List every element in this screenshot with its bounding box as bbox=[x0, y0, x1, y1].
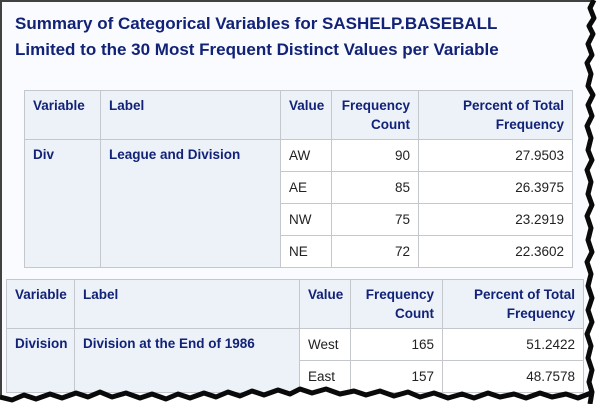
row-header-label: League and Division bbox=[100, 139, 281, 268]
col-header-frequency-count: Frequency Count bbox=[331, 90, 419, 140]
col-header-variable: Variable bbox=[6, 279, 75, 329]
cell-value: AE bbox=[280, 171, 332, 204]
frequency-table-div: Variable Label Value Frequency Count Per… bbox=[24, 90, 573, 268]
table-row: NW 75 23.2919 bbox=[25, 203, 573, 236]
col-header-variable: Variable bbox=[24, 90, 101, 140]
report-title-line1: Summary of Categorical Variables for SAS… bbox=[15, 14, 498, 33]
col-header-value: Value bbox=[280, 90, 332, 140]
cell-percent: 22.3602 bbox=[418, 235, 573, 268]
cell-value: NW bbox=[280, 203, 332, 236]
cell-value: East bbox=[299, 360, 351, 393]
col-header-value: Value bbox=[299, 279, 351, 329]
cell-frequency-count: 75 bbox=[331, 203, 419, 236]
table-row: AE 85 26.3975 bbox=[25, 171, 573, 204]
cell-frequency-count: 90 bbox=[331, 139, 419, 172]
table-row: NE 72 22.3602 bbox=[25, 235, 573, 268]
cell-value: AW bbox=[280, 139, 332, 172]
table-header-row: Variable Label Value Frequency Count Per… bbox=[6, 279, 584, 329]
col-header-label: Label bbox=[100, 90, 281, 140]
cell-frequency-count: 157 bbox=[350, 360, 443, 393]
cell-value: NE bbox=[280, 235, 332, 268]
report-title: Summary of Categorical Variables for SAS… bbox=[15, 11, 499, 63]
cell-frequency-count: 165 bbox=[350, 328, 443, 361]
cell-frequency-count: 85 bbox=[331, 171, 419, 204]
col-header-label: Label bbox=[74, 279, 300, 329]
cell-percent: 51.2422 bbox=[442, 328, 584, 361]
cell-percent: 26.3975 bbox=[418, 171, 573, 204]
cell-percent: 48.7578 bbox=[442, 360, 584, 393]
cell-frequency-count: 72 bbox=[331, 235, 419, 268]
report-title-line2: Limited to the 30 Most Frequent Distinct… bbox=[15, 40, 499, 59]
cell-percent: 27.9503 bbox=[418, 139, 573, 172]
cell-value: West bbox=[299, 328, 351, 361]
table-row: Div League and Division AW 90 27.9503 bbox=[24, 139, 573, 268]
row-header-variable: Division bbox=[6, 328, 75, 393]
col-header-percent: Percent of Total Frequency bbox=[442, 279, 584, 329]
table-header-row: Variable Label Value Frequency Count Per… bbox=[24, 90, 573, 140]
cell-percent: 23.2919 bbox=[418, 203, 573, 236]
row-header-variable: Div bbox=[24, 139, 101, 268]
row-header-label: Division at the End of 1986 bbox=[74, 328, 300, 393]
col-header-frequency-count: Frequency Count bbox=[350, 279, 443, 329]
col-header-percent: Percent of Total Frequency bbox=[418, 90, 573, 140]
table-row: Division Division at the End of 1986 Wes… bbox=[6, 328, 584, 393]
frequency-table-division: Variable Label Value Frequency Count Per… bbox=[6, 279, 584, 393]
